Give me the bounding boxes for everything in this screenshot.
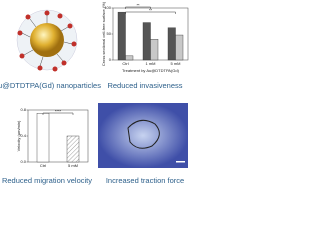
y-tick-label: 100 [104,5,111,10]
caption: Increased traction force [106,176,184,185]
bar [36,113,50,163]
traction-force-map [98,103,188,168]
significance-label: **** [55,109,62,114]
caption: Reduced migration velocity [2,176,92,185]
bar [66,135,80,163]
caption: Au@DTDTPA(Gd) nanoparticles [0,81,101,90]
y-tick-label: 0 [109,57,112,62]
page: Au@DTDTPA(Gd) nanoparticles Reduced inva… [0,1,189,185]
x-tick-label: Ctrl [40,163,46,168]
x-axis-label: Treatment by Au@DTDTPA(Gd) [122,68,180,73]
y-tick-label: 0.0 [20,159,26,164]
bar [125,55,134,61]
y-tick-label: 0.4 [20,133,26,138]
significance-label: ** [136,3,140,8]
nanoparticle-illustration [16,9,78,72]
significance-bracket [42,112,74,115]
significance-label: ** [149,8,153,13]
bar [150,39,159,61]
x-tick-label: 5 mM [171,61,181,66]
y-axis-label: Cross sectional cell-free surface (%) [101,1,106,66]
y-tick-label: 50 [107,31,112,36]
bar [175,34,184,61]
figure: Au@DTDTPA(Gd) nanoparticles Reduced inva… [0,1,189,185]
x-tick-label: Ctrl [122,61,128,66]
bar [142,22,151,61]
x-tick-label: 1 mM [146,61,156,66]
bar [167,27,176,61]
y-axis-label: Velocity (µm/min) [16,120,21,151]
x-tick-label: 5 mM [68,163,78,168]
significance-bracket [125,6,151,9]
caption: Reduced invasiveness [107,81,182,90]
bar [117,11,126,61]
significance-bracket [125,11,176,14]
y-tick-label: 0.8 [20,107,26,112]
